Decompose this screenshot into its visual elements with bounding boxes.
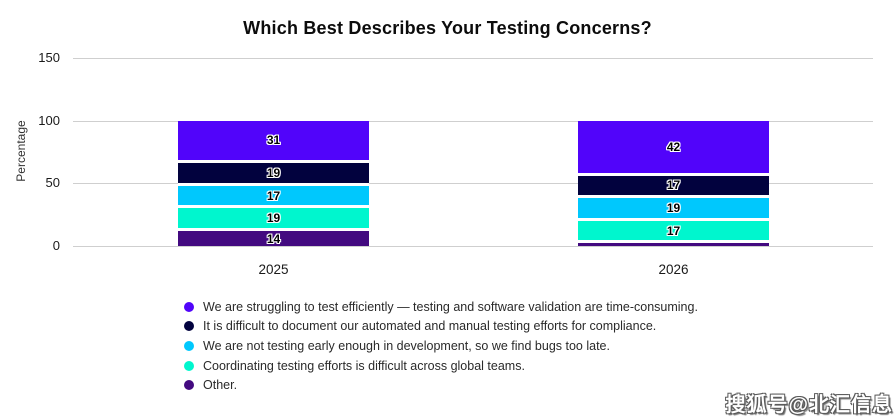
gridline-0 bbox=[73, 246, 873, 247]
bar-segment: 17 bbox=[178, 183, 369, 205]
y-tick-label-100: 100 bbox=[38, 112, 60, 128]
gridline-150 bbox=[73, 58, 873, 59]
segment-value-label: 17 bbox=[666, 178, 681, 193]
watermark-text: 搜狐号@北汇信息 bbox=[725, 394, 893, 416]
segment-value-label: 19 bbox=[666, 201, 681, 216]
legend-item-label: Coordinating testing efforts is difficul… bbox=[203, 358, 525, 373]
gridline-100 bbox=[73, 120, 873, 122]
legend-item: We are not testing early enough in devel… bbox=[184, 336, 698, 356]
legend-item-label: Other. bbox=[203, 378, 238, 393]
legend-dot-icon bbox=[184, 380, 194, 391]
legend: We are struggling to test efficiently — … bbox=[184, 297, 698, 395]
segment-value-label: 17 bbox=[266, 188, 281, 203]
legend-item-label: It is difficult to document our automate… bbox=[203, 319, 657, 334]
segment-value-label: 19 bbox=[266, 211, 281, 226]
legend-dot-icon bbox=[184, 360, 194, 371]
gridline-50 bbox=[73, 183, 873, 185]
legend-item-label: We are struggling to test efficiently — … bbox=[203, 299, 698, 314]
segment-value-label: 19 bbox=[266, 165, 281, 180]
y-tick-label-0: 0 bbox=[52, 238, 60, 253]
bar-2026: 42 17 19 17 bbox=[578, 120, 769, 246]
bar-segment: 31 bbox=[178, 120, 369, 160]
legend-item: We are struggling to test efficiently — … bbox=[184, 297, 698, 317]
segment-value-label: 42 bbox=[666, 140, 681, 155]
bar-2025: 31 19 17 19 14 bbox=[178, 120, 369, 246]
bar-segment: 14 bbox=[178, 228, 369, 246]
bar-segment: 17 bbox=[578, 218, 769, 240]
legend-item: Other. bbox=[184, 375, 698, 395]
legend-dot-icon bbox=[184, 340, 194, 351]
bar-segment: 42 bbox=[578, 120, 769, 174]
plot-area: 31 19 17 19 14 42 17 19 17 bbox=[73, 58, 873, 247]
legend-item: Coordinating testing efforts is difficul… bbox=[184, 356, 698, 376]
x-tick-label-2026: 2026 bbox=[658, 262, 689, 277]
segment-value-label: 14 bbox=[266, 231, 281, 246]
bar-segment: 19 bbox=[178, 159, 369, 184]
segment-value-label: 31 bbox=[266, 133, 281, 148]
bar-segment: 17 bbox=[578, 173, 769, 195]
y-tick-label-50: 50 bbox=[45, 175, 60, 191]
legend-dot-icon bbox=[184, 321, 194, 332]
legend-item-label: We are not testing early enough in devel… bbox=[203, 338, 610, 353]
x-tick-label-2025: 2025 bbox=[258, 262, 289, 277]
bar-segment: 19 bbox=[178, 204, 369, 229]
legend-item: It is difficult to document our automate… bbox=[184, 317, 698, 337]
y-axis-label: Percentage bbox=[14, 120, 28, 182]
legend-dot-icon bbox=[184, 301, 194, 312]
segment-value-label: 17 bbox=[666, 223, 681, 238]
chart-title: Which Best Describes Your Testing Concer… bbox=[243, 18, 652, 38]
bar-segment bbox=[578, 239, 769, 246]
y-tick-label-150: 150 bbox=[38, 50, 60, 65]
bar-segment: 19 bbox=[578, 194, 769, 219]
